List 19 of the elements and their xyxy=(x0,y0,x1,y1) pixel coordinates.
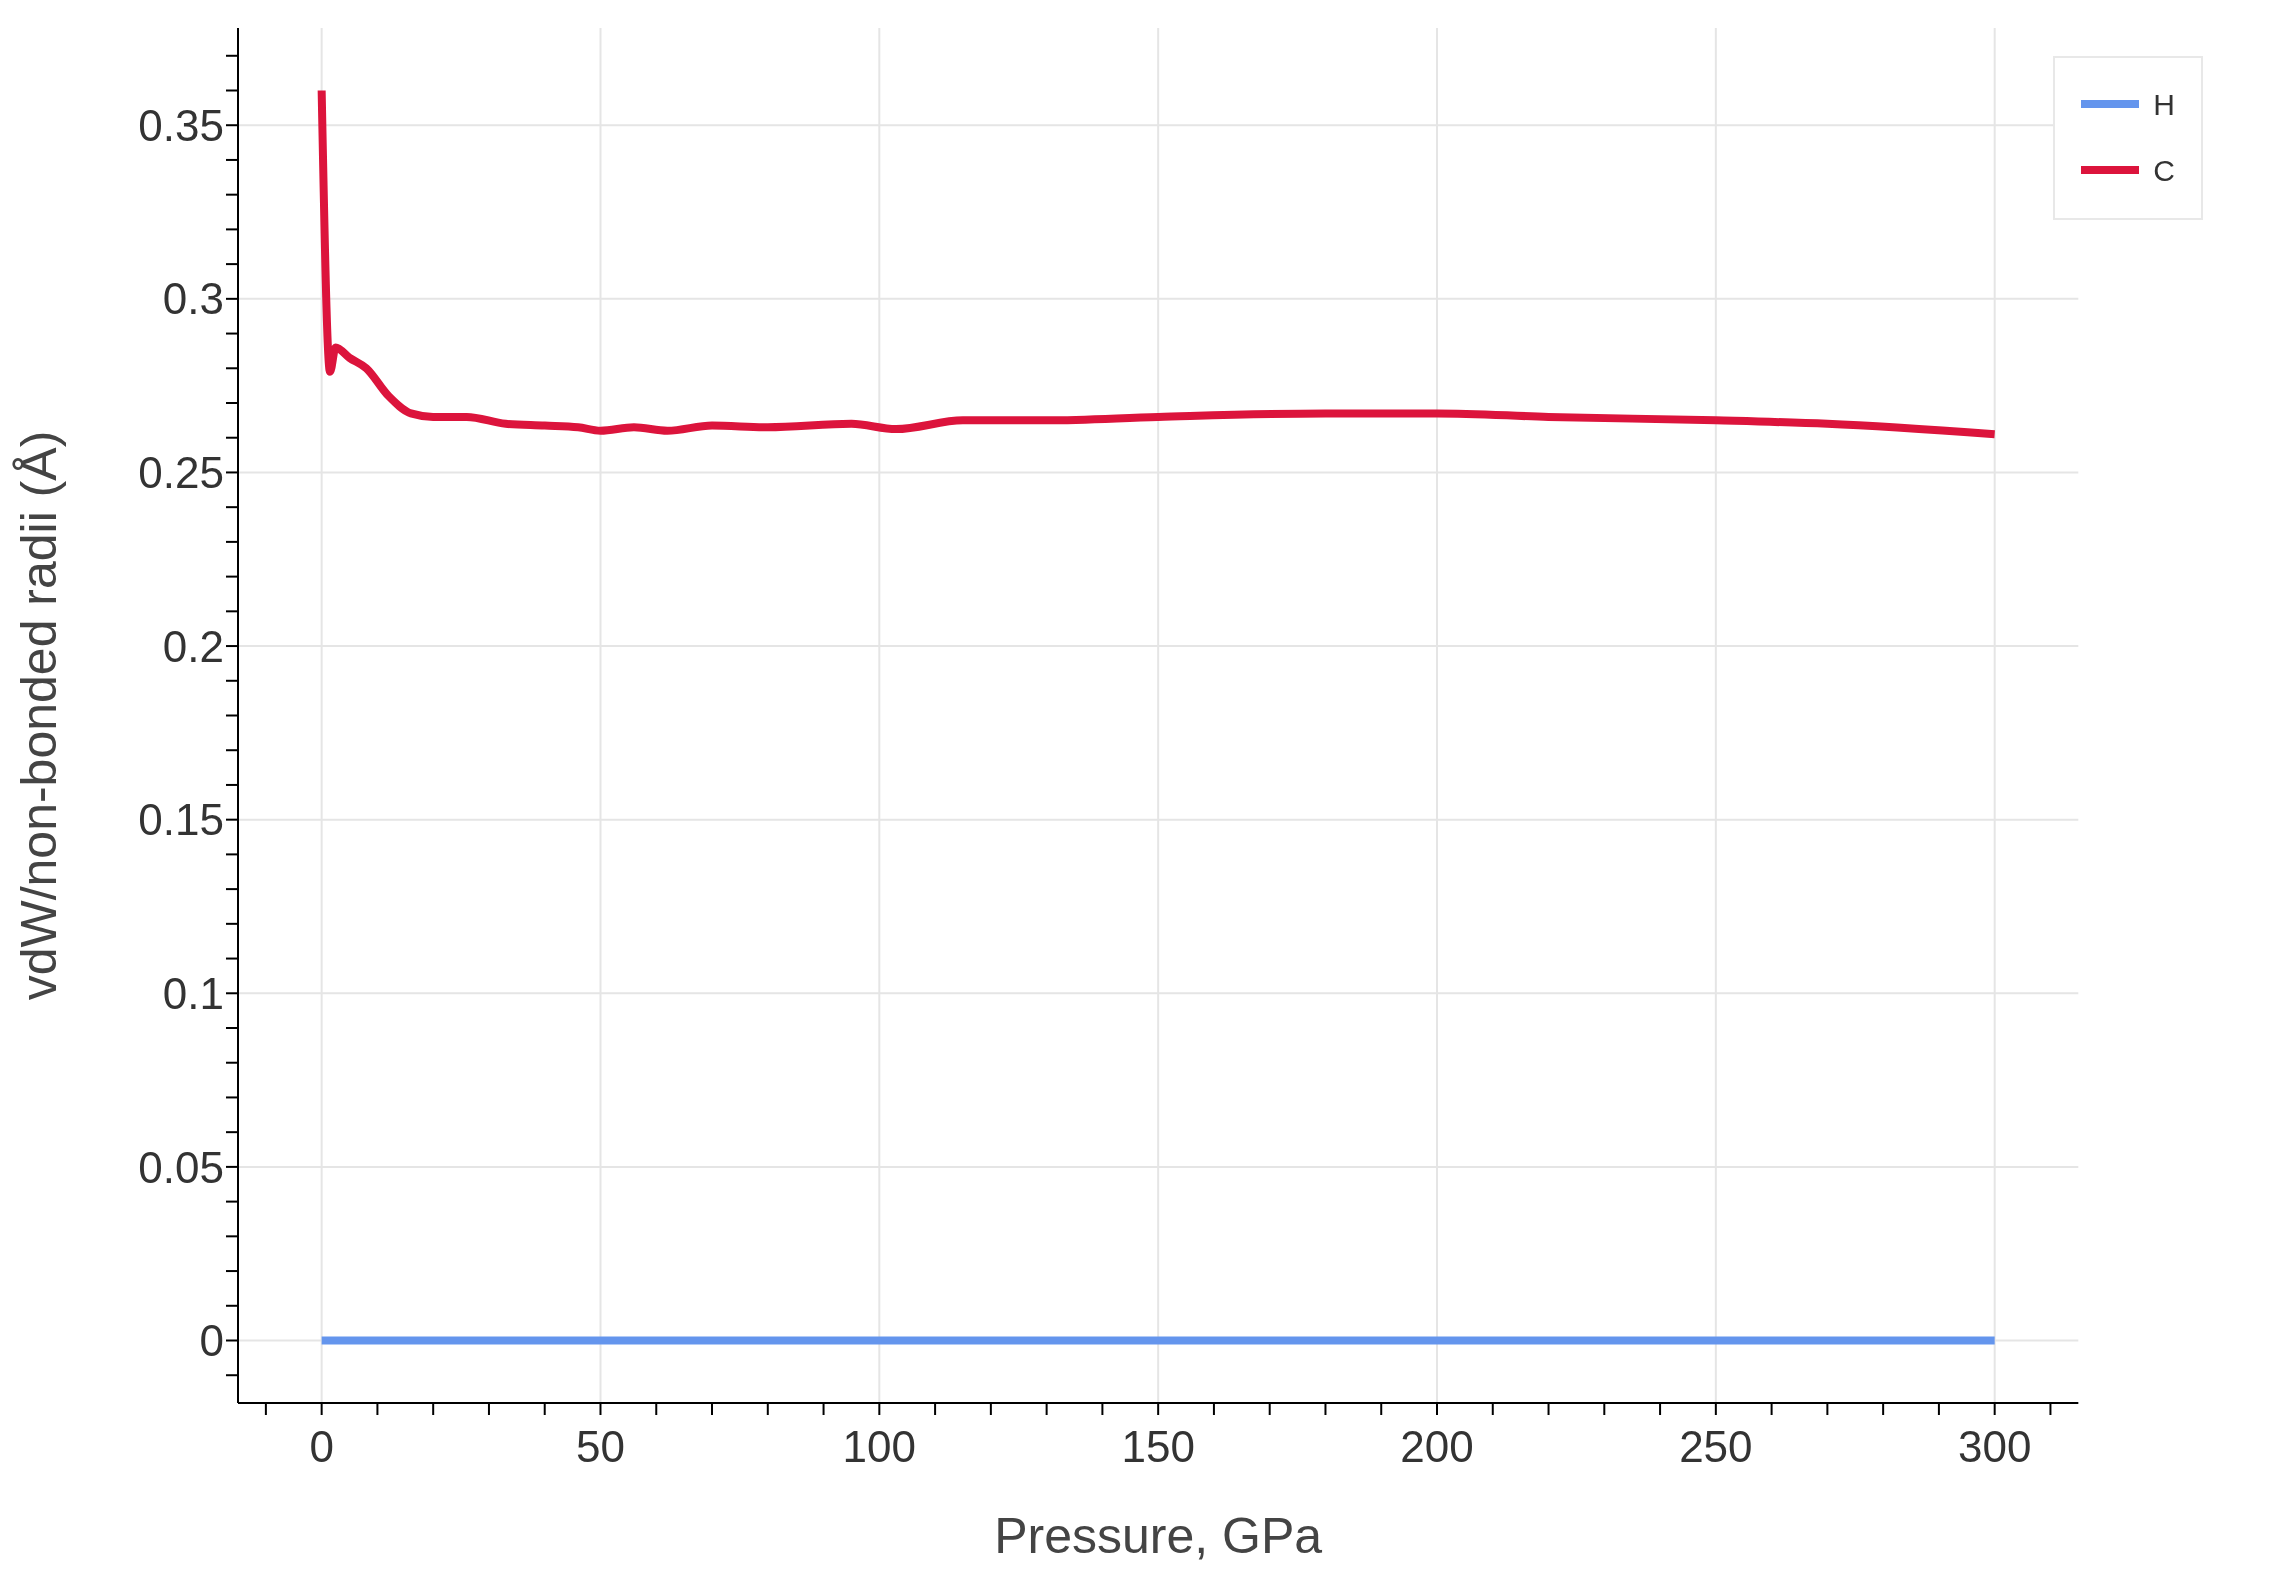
x-tick-label: 200 xyxy=(1400,1422,1474,1472)
x-tick-label: 150 xyxy=(1121,1422,1195,1472)
legend-label: H xyxy=(2153,88,2175,122)
legend-label: C xyxy=(2153,154,2175,188)
y-tick-label: 0.15 xyxy=(138,795,224,845)
y-tick-label: 0.35 xyxy=(138,100,224,150)
y-tick-label: 0.25 xyxy=(138,448,224,498)
y-tick-label: 0 xyxy=(199,1316,224,1366)
y-tick-label: 0.05 xyxy=(138,1142,224,1192)
x-tick-label: 100 xyxy=(842,1422,917,1472)
y-axis-title: vdW/non-bonded radii (Å) xyxy=(10,430,67,1001)
x-tick-label: 250 xyxy=(1679,1422,1753,1472)
y-tick-label: 0.3 xyxy=(162,274,224,324)
x-axis-title: Pressure, GPa xyxy=(994,1508,1323,1564)
y-tick-label: 0.1 xyxy=(162,968,224,1018)
x-tick-label: 50 xyxy=(576,1422,625,1472)
x-tick-label: 0 xyxy=(309,1422,334,1472)
x-tick-label: 300 xyxy=(1957,1422,2032,1472)
y-tick-label: 0.2 xyxy=(162,621,224,671)
